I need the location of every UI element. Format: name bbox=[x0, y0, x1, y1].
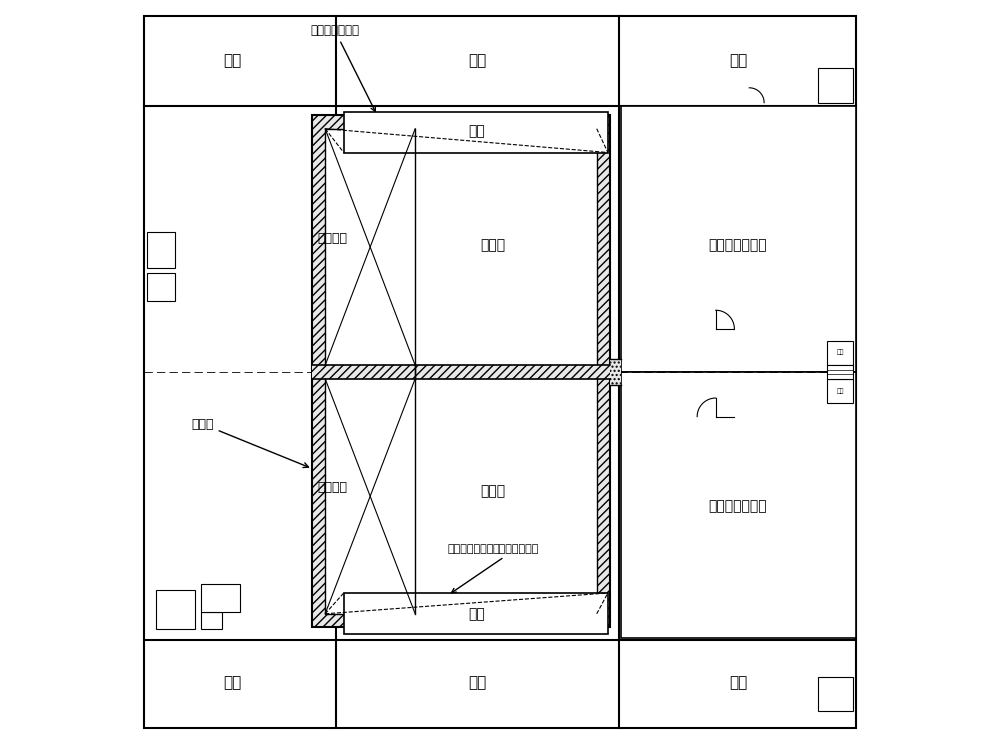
Bar bbox=[312, 614, 610, 627]
Bar bbox=[312, 115, 610, 129]
Bar bbox=[827, 379, 853, 403]
Bar bbox=[201, 584, 240, 612]
Bar bbox=[325, 129, 597, 614]
Text: 安注水源贮存舱: 安注水源贮存舱 bbox=[310, 24, 375, 112]
Text: 空舱: 空舱 bbox=[223, 676, 241, 690]
Bar bbox=[597, 115, 610, 627]
Bar bbox=[818, 68, 853, 103]
Text: 空舱: 空舱 bbox=[223, 54, 241, 68]
Text: 风速: 风速 bbox=[836, 388, 844, 394]
Text: 安注水源贮存舱: 安注水源贮存舱 bbox=[451, 544, 539, 593]
Text: 安全壳: 安全壳 bbox=[480, 484, 505, 498]
Bar bbox=[201, 612, 222, 629]
Text: 工艺废液储存间: 工艺废液储存间 bbox=[709, 239, 767, 252]
Bar bbox=[344, 112, 608, 153]
Bar bbox=[827, 341, 853, 365]
Text: 风速: 风速 bbox=[836, 350, 844, 356]
Text: 抑压水箱: 抑压水箱 bbox=[318, 481, 348, 494]
Text: 安全壳: 安全壳 bbox=[480, 239, 505, 252]
Text: 屏蔽层: 屏蔽层 bbox=[191, 417, 308, 467]
Bar bbox=[325, 129, 597, 614]
Text: 空舱: 空舱 bbox=[729, 54, 747, 68]
Bar bbox=[827, 365, 853, 379]
Bar bbox=[312, 115, 325, 627]
Bar bbox=[147, 232, 175, 268]
Text: 安注水源贮存舱: 安注水源贮存舱 bbox=[447, 544, 493, 554]
Bar bbox=[621, 106, 856, 372]
Text: 空舱: 空舱 bbox=[469, 54, 487, 68]
Bar bbox=[147, 273, 175, 301]
Text: 抑压水箱: 抑压水箱 bbox=[318, 231, 348, 245]
Text: 空舱: 空舱 bbox=[468, 607, 485, 620]
Bar bbox=[621, 372, 856, 638]
Bar bbox=[312, 115, 610, 627]
Text: 空舱: 空舱 bbox=[729, 676, 747, 690]
Bar bbox=[610, 359, 621, 385]
Bar bbox=[312, 365, 610, 379]
Bar bbox=[818, 677, 853, 711]
Bar bbox=[344, 593, 608, 634]
Text: 空舱: 空舱 bbox=[468, 125, 485, 138]
Text: 工艺废液储存间: 工艺废液储存间 bbox=[709, 499, 767, 513]
Bar bbox=[156, 590, 195, 629]
Text: 空舱: 空舱 bbox=[469, 676, 487, 690]
